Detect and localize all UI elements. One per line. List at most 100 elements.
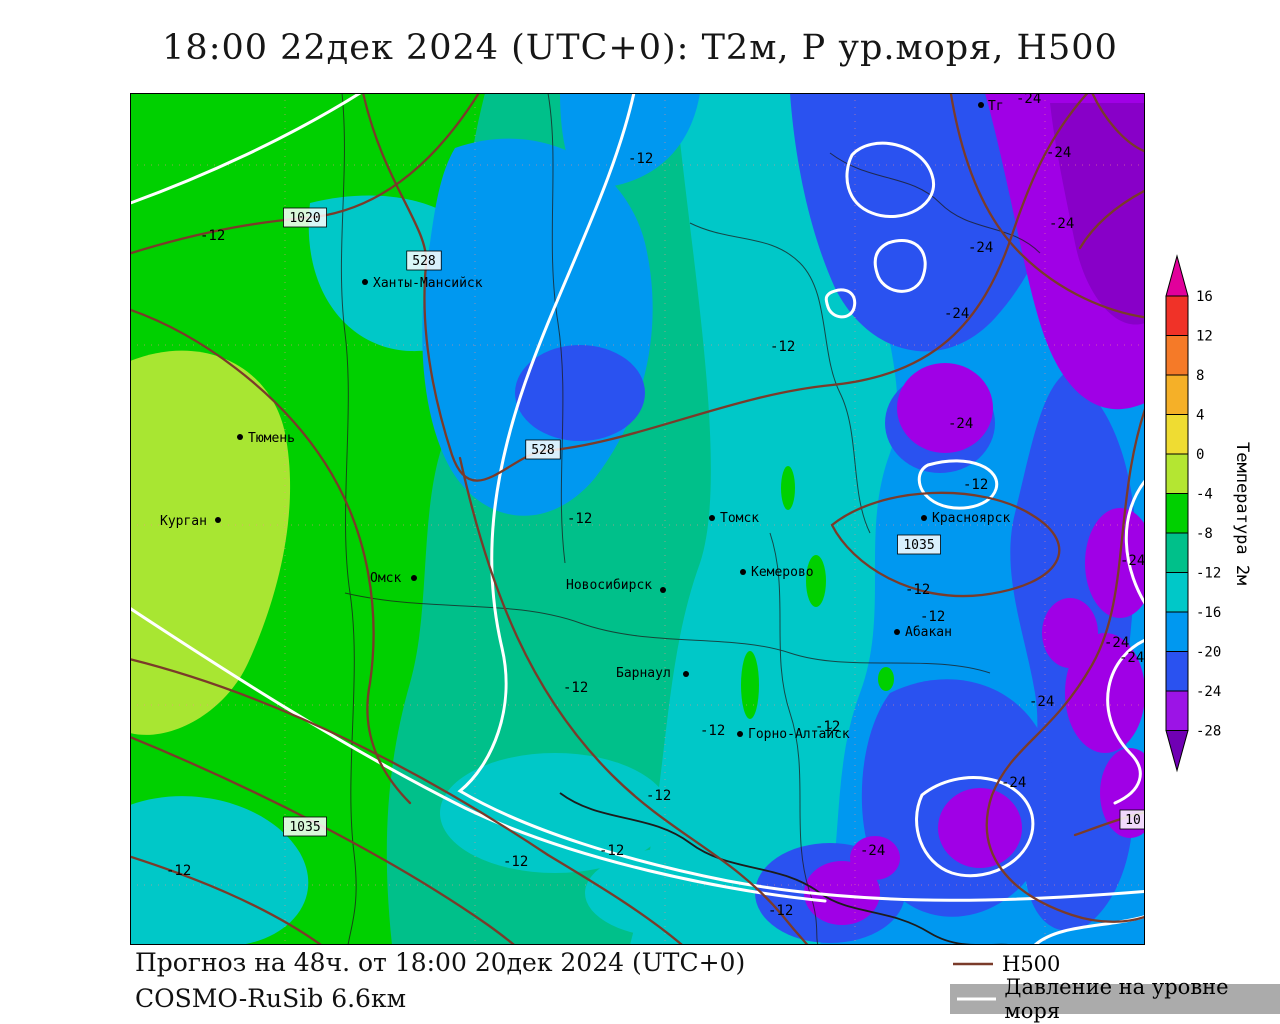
city-dot — [660, 587, 666, 593]
colorbar-segment — [1165, 335, 1189, 376]
colorbar-segment — [1165, 611, 1189, 652]
weather-map: 1020 528 528 1035 1035 10 -12 -12 -12 -12 -12 -12 -1… — [130, 93, 1145, 945]
colorbar-segment — [1165, 572, 1189, 613]
city-label: Курган — [160, 514, 207, 529]
temp-contour-label: -12 — [200, 228, 225, 244]
colorbar-segment — [1165, 532, 1189, 573]
colorbar-tick: -4 — [1196, 487, 1213, 503]
contour-value-box — [283, 816, 327, 837]
colorbar-segment — [1165, 493, 1189, 534]
h500-label: H500 — [1002, 952, 1061, 976]
temp-contour-label: -12 — [815, 719, 840, 735]
city-label: Томск — [720, 511, 759, 526]
temp-contour-label: -24 — [944, 306, 969, 322]
temp-contour-label: -12 — [963, 477, 988, 493]
contour-value-label: 1035 — [289, 820, 320, 835]
contour-value-label: 1020 — [289, 211, 320, 226]
city-dot — [978, 102, 984, 108]
h500-line-sample-icon — [953, 962, 993, 966]
city-label: Омск — [370, 571, 401, 586]
temp-field-purple-mid — [897, 363, 993, 453]
temp-contour-label: -12 — [567, 511, 592, 527]
contour-value-box — [283, 207, 327, 228]
city-label: Красноярск — [932, 511, 1010, 526]
colorbar-segment — [1165, 453, 1189, 494]
colorbar-tick: -16 — [1196, 605, 1221, 621]
temp-contour-label: -12 — [768, 903, 793, 919]
temp-field-green-speck2 — [806, 555, 826, 607]
temp-field-cyan-south1 — [440, 753, 670, 873]
temp-contour-label: -24 — [968, 240, 993, 256]
colorbar-title: Температура 2м — [1232, 442, 1252, 586]
city-dot — [215, 517, 221, 523]
contour-value-label: 528 — [412, 254, 435, 269]
country-border — [559, 792, 1011, 945]
temp-contour-label: -12 — [646, 788, 671, 804]
colorbar-tick: -8 — [1196, 526, 1213, 542]
city-label: Горно-Алтайск — [748, 727, 850, 742]
colorbar-segment — [1165, 374, 1189, 415]
temp-field-purple-edge2 — [1065, 633, 1145, 753]
colorbar-tick: 12 — [1196, 329, 1213, 345]
colorbar-tick: -20 — [1196, 645, 1221, 661]
model-info: COSMO-RuSib 6.6км — [135, 984, 407, 1013]
contour-value-label: 528 — [531, 443, 554, 458]
city-label: Барнаул — [616, 666, 671, 681]
temp-contour-label: -12 — [905, 582, 930, 598]
temp-contour-label: -12 — [628, 151, 653, 167]
temp-field-lightblue-top — [560, 93, 700, 189]
city-label: Тюмень — [248, 431, 295, 446]
temp-contour-label: -12 — [166, 863, 191, 879]
map-area: 1020 528 528 1035 1035 10 -12 -12 -12 -12 -12 -12 -1… — [130, 93, 1145, 945]
contour-value-box — [897, 534, 941, 555]
temp-field-cyan-south2 — [585, 848, 765, 938]
contour-value-box — [406, 250, 442, 271]
colorbar-tick: -28 — [1196, 724, 1221, 740]
temp-contour-label: -24 — [1029, 694, 1054, 710]
temp-field-green-speck4 — [878, 667, 894, 691]
colorbar-arrow-top — [1165, 254, 1189, 297]
colorbar-segment — [1165, 414, 1189, 455]
temperature-colorbar: 16 12 8 4 0 -4 -8 -12 -16 -20 -24 -28 — [1165, 254, 1221, 773]
temp-contour-label: -24 — [860, 843, 885, 859]
contour-labels: 1020 528 528 1035 1035 10 -12 -12 -12 -12 -12 -12 -1… — [166, 93, 1145, 919]
colorbar-tick: 8 — [1196, 368, 1204, 384]
colorbar-segment — [1165, 295, 1189, 336]
colorbar-tick: 16 — [1196, 289, 1213, 305]
city-label: Кемерово — [751, 565, 814, 580]
temp-contour-label: -24 — [1016, 93, 1041, 107]
temp-contour-label: -24 — [1001, 775, 1026, 791]
contour-value-label: 1035 — [903, 538, 934, 553]
legend-pressure: Давление на уровне моря — [950, 975, 1280, 1023]
temp-contour-label: -24 — [1120, 553, 1145, 569]
city-dot — [921, 515, 927, 521]
colorbar-tick: -24 — [1196, 684, 1221, 700]
temp-field-purple-south2 — [850, 836, 900, 880]
temp-contour-label: -24 — [1104, 635, 1129, 651]
colorbar-segment — [1165, 651, 1189, 692]
contour-value-label: 10 — [1125, 813, 1141, 828]
city-dot — [737, 731, 743, 737]
colorbar-tick: -12 — [1196, 566, 1221, 582]
city-markers: Ханты-Мансийск Тюмень Курган Омск Новосибирс… — [160, 99, 1010, 742]
colorbar-tick: 0 — [1196, 447, 1204, 463]
city-label: Новосибирск — [566, 578, 652, 593]
city-dot — [709, 515, 715, 521]
page-title: 18:00 22дек 2024 (UTC+0): Т2м, P ур.моря… — [162, 28, 1118, 68]
city-dot — [362, 279, 368, 285]
pressure-contours — [130, 93, 1145, 945]
temp-field-yellowgreen-band — [130, 350, 291, 735]
colorbar-arrow-bottom — [1165, 730, 1189, 773]
city-dot — [411, 575, 417, 581]
temp-contour-label: -12 — [563, 680, 588, 696]
temp-field-purple-se — [938, 788, 1022, 868]
city-dot — [894, 629, 900, 635]
pressure-line-sample-icon — [957, 997, 997, 1001]
city-label: Ханты-Мансийск — [373, 276, 483, 291]
colorbar-tick: 4 — [1196, 408, 1204, 424]
city-dot — [740, 569, 746, 575]
city-dot — [237, 434, 243, 440]
temp-contour-label: -24 — [948, 416, 973, 432]
temp-field-cyan-sw — [130, 796, 309, 945]
temp-contour-label: -12 — [599, 843, 624, 859]
